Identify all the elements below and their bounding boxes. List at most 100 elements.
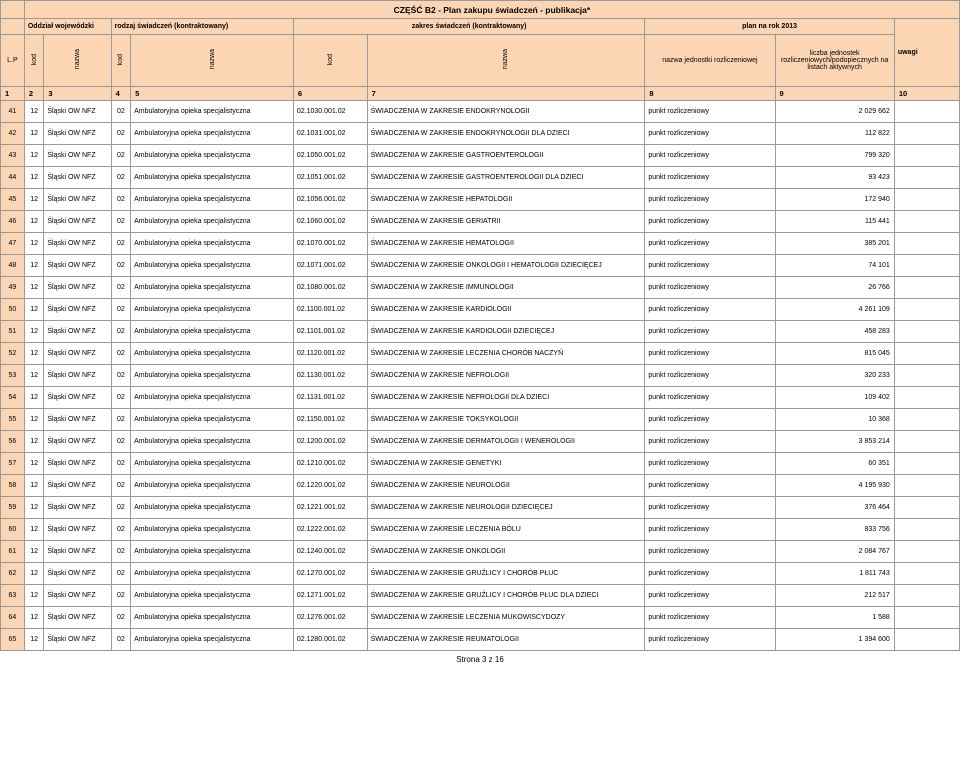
table-row: 6312Śląski OW NFZ02Ambulatoryjna opieka … (1, 585, 960, 607)
colnum-row: 1 2 3 4 5 6 7 8 9 10 (1, 87, 960, 101)
cell-n2: Ambulatoryjna opieka specjalistyczna (131, 123, 294, 145)
cell-k3: 02.1200.001.02 (293, 431, 367, 453)
cell-uw (894, 497, 959, 519)
title-row: CZĘŚĆ B2 - Plan zakupu świadczeń - publi… (1, 1, 960, 19)
cell-n3: ŚWIADCZENIA W ZAKRESIE ONKOLOGII (367, 541, 645, 563)
cell-n1: Śląski OW NFZ (44, 453, 111, 475)
cell-liczba: 10 368 (775, 409, 894, 431)
cell-uw (894, 409, 959, 431)
cell-n1: Śląski OW NFZ (44, 497, 111, 519)
cell-lp: 65 (1, 629, 25, 651)
cell-liczba: 815 045 (775, 343, 894, 365)
cell-k1: 12 (24, 255, 44, 277)
cell-liczba: 212 517 (775, 585, 894, 607)
cell-lp: 56 (1, 431, 25, 453)
cell-lp: 51 (1, 321, 25, 343)
cell-k2: 02 (111, 101, 131, 123)
colnum: 1 (1, 87, 25, 101)
cell-k1: 12 (24, 585, 44, 607)
cell-n3: ŚWIADCZENIA W ZAKRESIE GASTROENTEROLOGII… (367, 167, 645, 189)
cell-uw (894, 365, 959, 387)
cell-n3: ŚWIADCZENIA W ZAKRESIE LECZENIA MUKOWISC… (367, 607, 645, 629)
cell-lp: 54 (1, 387, 25, 409)
cell-k2: 02 (111, 563, 131, 585)
cell-k3: 02.1080.001.02 (293, 277, 367, 299)
cell-n2: Ambulatoryjna opieka specjalistyczna (131, 409, 294, 431)
cell-uw (894, 211, 959, 233)
cell-k2: 02 (111, 211, 131, 233)
cell-k1: 12 (24, 497, 44, 519)
cell-k1: 12 (24, 189, 44, 211)
cell-n1: Śląski OW NFZ (44, 519, 111, 541)
table-row: 6012Śląski OW NFZ02Ambulatoryjna opieka … (1, 519, 960, 541)
cell-lp: 55 (1, 409, 25, 431)
cell-n2: Ambulatoryjna opieka specjalistyczna (131, 607, 294, 629)
cell-n3: ŚWIADCZENIA W ZAKRESIE LECZENIA BÓLU (367, 519, 645, 541)
cell-k2: 02 (111, 409, 131, 431)
cell-n3: ŚWIADCZENIA W ZAKRESIE NEUROLOGII (367, 475, 645, 497)
cell-k2: 02 (111, 585, 131, 607)
table-row: 4812Śląski OW NFZ02Ambulatoryjna opieka … (1, 255, 960, 277)
cell-k2: 02 (111, 607, 131, 629)
cell-k3: 02.1271.001.02 (293, 585, 367, 607)
cell-liczba: 385 201 (775, 233, 894, 255)
cell-k3: 02.1221.001.02 (293, 497, 367, 519)
cell-n3: ŚWIADCZENIA W ZAKRESIE REUMATOLOGII (367, 629, 645, 651)
cell-n3: ŚWIADCZENIA W ZAKRESIE GENETYKI (367, 453, 645, 475)
cell-k1: 12 (24, 321, 44, 343)
cell-liczba: 1 588 (775, 607, 894, 629)
cell-lp: 52 (1, 343, 25, 365)
cell-lp: 62 (1, 563, 25, 585)
cell-n1: Śląski OW NFZ (44, 211, 111, 233)
cell-k2: 02 (111, 453, 131, 475)
cell-uw (894, 541, 959, 563)
cell-jedn: punkt rozliczeniowy (645, 189, 775, 211)
cell-uw (894, 519, 959, 541)
cell-jedn: punkt rozliczeniowy (645, 277, 775, 299)
cell-n3: ŚWIADCZENIA W ZAKRESIE ENDOKRYNOLOGII (367, 101, 645, 123)
table-row: 5412Śląski OW NFZ02Ambulatoryjna opieka … (1, 387, 960, 409)
cell-n3: ŚWIADCZENIA W ZAKRESIE DERMATOLOGII I WE… (367, 431, 645, 453)
cell-n2: Ambulatoryjna opieka specjalistyczna (131, 629, 294, 651)
colnum: 8 (645, 87, 775, 101)
table-row: 5612Śląski OW NFZ02Ambulatoryjna opieka … (1, 431, 960, 453)
cell-n1: Śląski OW NFZ (44, 145, 111, 167)
colnum: 7 (367, 87, 645, 101)
table-row: 6512Śląski OW NFZ02Ambulatoryjna opieka … (1, 629, 960, 651)
table-row: 5912Śląski OW NFZ02Ambulatoryjna opieka … (1, 497, 960, 519)
cell-liczba: 376 464 (775, 497, 894, 519)
cell-n3: ŚWIADCZENIA W ZAKRESIE KARDIOLOGII DZIEC… (367, 321, 645, 343)
cell-k2: 02 (111, 189, 131, 211)
cell-lp: 47 (1, 233, 25, 255)
cell-n2: Ambulatoryjna opieka specjalistyczna (131, 387, 294, 409)
cell-k1: 12 (24, 387, 44, 409)
cell-k3: 02.1060.001.02 (293, 211, 367, 233)
cell-n3: ŚWIADCZENIA W ZAKRESIE HEPATOLOGII (367, 189, 645, 211)
cell-jedn: punkt rozliczeniowy (645, 409, 775, 431)
colnum: 5 (131, 87, 294, 101)
cell-n3: ŚWIADCZENIA W ZAKRESIE GRUŹLICY I CHORÓB… (367, 585, 645, 607)
cell-uw (894, 607, 959, 629)
cell-n3: ŚWIADCZENIA W ZAKRESIE NEFROLOGII (367, 365, 645, 387)
cell-jedn: punkt rozliczeniowy (645, 475, 775, 497)
subhead-kod-1: kod (24, 35, 44, 87)
cell-k3: 02.1222.001.02 (293, 519, 367, 541)
page-indicator: Strona 3 z 16 (0, 651, 960, 668)
cell-k2: 02 (111, 387, 131, 409)
cell-liczba: 2 029 662 (775, 101, 894, 123)
cell-k1: 12 (24, 563, 44, 585)
cell-jedn: punkt rozliczeniowy (645, 629, 775, 651)
header-plan: plan na rok 2013 (645, 19, 895, 35)
cell-n2: Ambulatoryjna opieka specjalistyczna (131, 299, 294, 321)
table-row: 6112Śląski OW NFZ02Ambulatoryjna opieka … (1, 541, 960, 563)
cell-k1: 12 (24, 101, 44, 123)
subhead-row: L.P kod nazwa kod nazwa kod nazwa nazwa … (1, 35, 960, 87)
cell-uw (894, 387, 959, 409)
cell-k2: 02 (111, 255, 131, 277)
cell-n3: ŚWIADCZENIA W ZAKRESIE TOKSYKOLOGII (367, 409, 645, 431)
cell-k3: 02.1240.001.02 (293, 541, 367, 563)
cell-jedn: punkt rozliczeniowy (645, 101, 775, 123)
cell-n3: ŚWIADCZENIA W ZAKRESIE HEMATOLOGII (367, 233, 645, 255)
cell-liczba: 833 756 (775, 519, 894, 541)
subhead-liczba: liczba jednostek rozliczeniowych/podopie… (775, 35, 894, 87)
